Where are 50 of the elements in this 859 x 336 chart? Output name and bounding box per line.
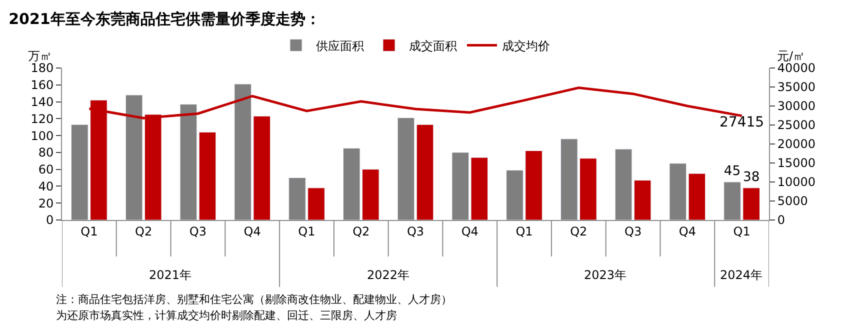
y-tick-label: 160 — [30, 78, 54, 92]
y2-tick-label: 5000 — [777, 194, 808, 208]
y-axis-title: 万㎡ — [28, 49, 52, 63]
data-label: 27415 — [720, 114, 764, 130]
y2-tick-label: 10000 — [777, 175, 816, 190]
data-label: 45 — [724, 164, 741, 180]
chart-title: 2021年至今东莞商品住宅供需量价季度走势： — [8, 10, 320, 28]
y2-tick-label: 20000 — [777, 137, 816, 152]
x-tick-label: Q3 — [624, 224, 642, 238]
x-tick-label: Q1 — [733, 224, 750, 238]
y-tick-label: 140 — [30, 94, 54, 109]
y-tick-label: 100 — [30, 128, 54, 143]
bar — [416, 124, 434, 220]
y2-tick-label: 40000 — [777, 61, 816, 76]
x-tick-label: Q1 — [516, 224, 533, 238]
y2-tick-label: 0 — [777, 213, 786, 228]
x-tick-label: Q4 — [678, 224, 696, 238]
bar — [634, 180, 652, 220]
x-tick-label: Q3 — [189, 224, 207, 238]
legend-label: 供应面积 — [316, 38, 364, 53]
x-tick-label: Q1 — [298, 224, 316, 238]
text: 2024年 — [720, 268, 763, 282]
text: 注：商品住宅包括洋房、别墅和住宅公寓（剔除商改住物业、配建物业、人才房） — [56, 293, 452, 306]
x-tick-label: Q3 — [406, 224, 424, 238]
text: 2021年 — [149, 268, 192, 282]
y-tick-label: 40 — [38, 179, 54, 194]
x-tick-label: Q4 — [244, 224, 261, 238]
x-tick-label: Q4 — [461, 224, 478, 238]
y-tick-label: 80 — [38, 146, 54, 160]
y-tick-label: 0 — [46, 213, 54, 228]
x-tick-label: Q2 — [570, 224, 588, 238]
legend-label: 成交均价 — [502, 38, 550, 53]
y-tick-label: 60 — [38, 162, 54, 177]
y2-tick-label: 35000 — [777, 80, 816, 94]
data-label: 38 — [742, 170, 760, 186]
y2-tick-label: 25000 — [777, 118, 816, 132]
text: 2023年 — [584, 268, 627, 282]
y-tick-label: 120 — [30, 112, 54, 126]
x-tick-label: Q2 — [352, 224, 370, 238]
y2-axis-title: 元/㎡ — [777, 49, 806, 63]
text: 为还原市场真实性，计算成交均价时剔除配建、回迁、三限房、人才房 — [56, 309, 397, 322]
text: 2022年 — [367, 268, 410, 282]
x-tick-label: Q1 — [80, 224, 98, 238]
legend-label: 成交面积 — [409, 38, 457, 53]
bar — [198, 132, 216, 220]
y-tick-label: 180 — [30, 61, 54, 76]
y2-tick-label: 30000 — [777, 99, 816, 114]
y2-tick-label: 15000 — [777, 156, 816, 170]
x-tick-label: Q2 — [135, 224, 152, 238]
y-tick-label: 20 — [38, 196, 54, 210]
